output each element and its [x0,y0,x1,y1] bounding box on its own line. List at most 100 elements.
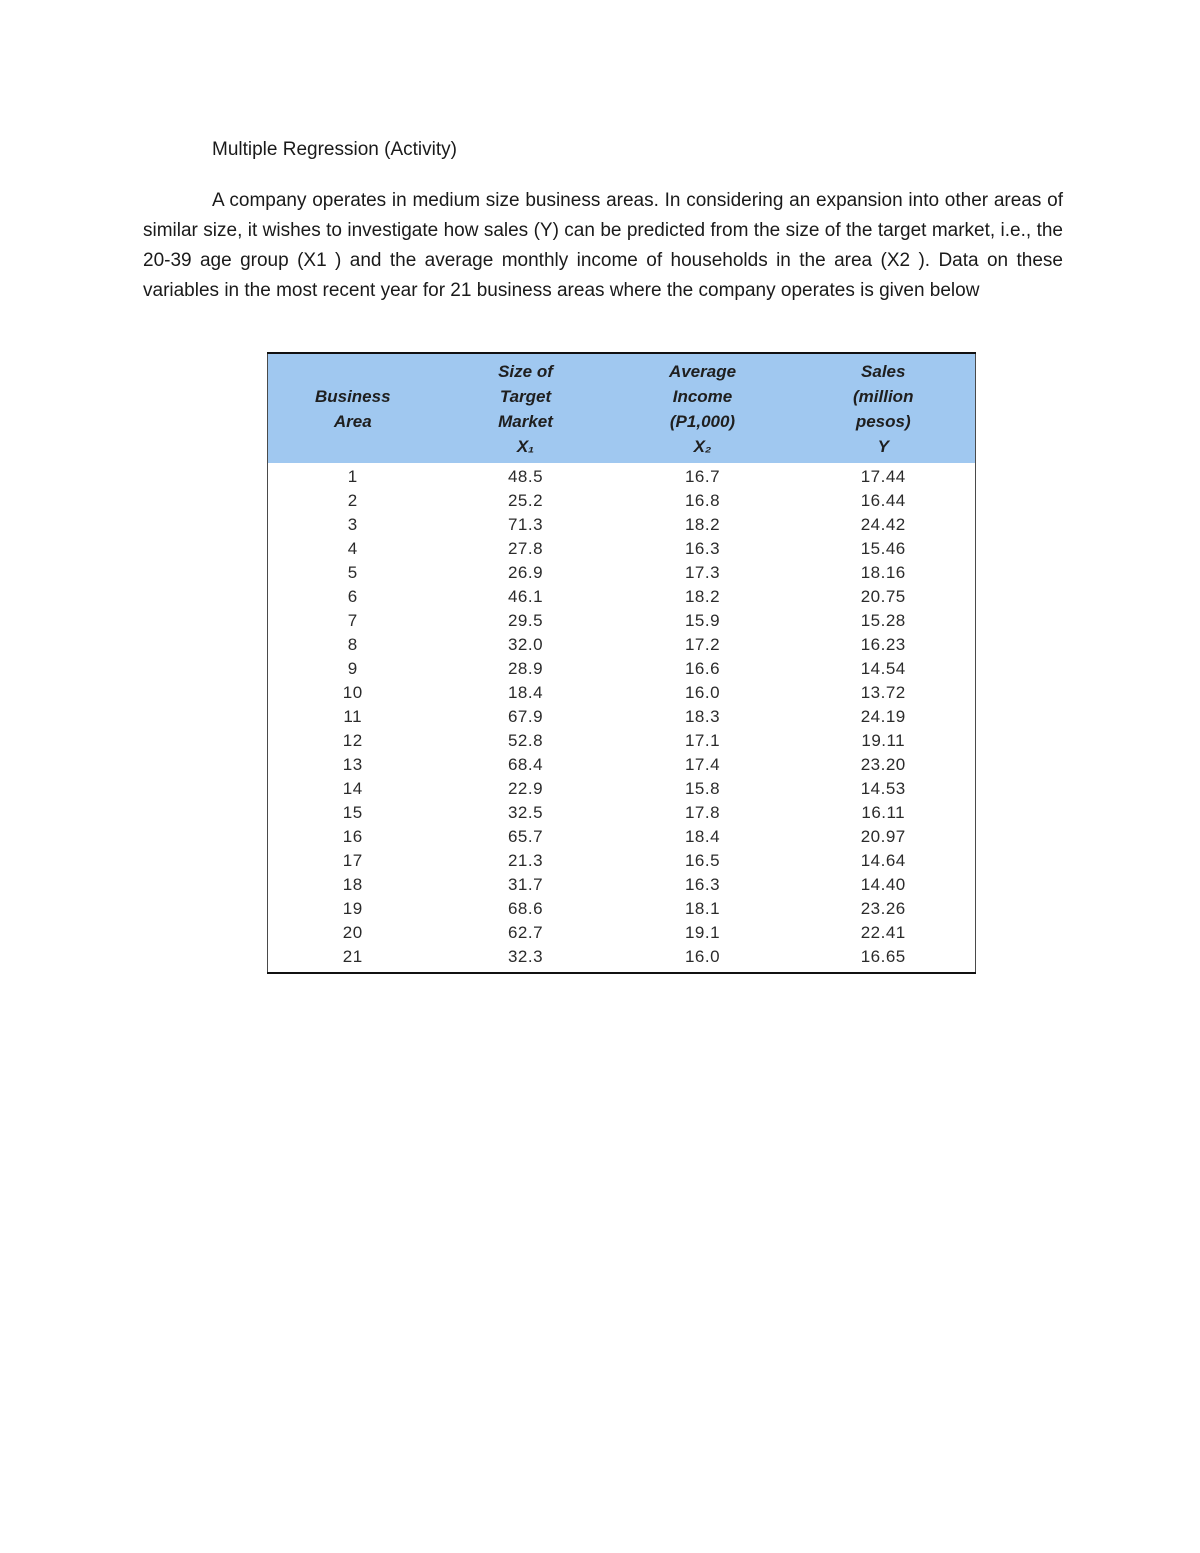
table-row: 17 21.3 16.5 14.64 [268,849,976,873]
table-cell: 15.46 [860,539,906,558]
table-cell: 7 [347,611,358,630]
table-cell: 22.9 [507,779,544,798]
table-cell: 32.3 [507,947,544,966]
data-table: Business Area Size of Target Market X₁ A… [267,352,976,974]
table-cell: 17.4 [684,755,721,774]
table-cell: 19.11 [861,731,906,750]
table-row: 9 28.9 16.6 14.54 [268,657,976,681]
table-row: 10 18.4 16.0 13.72 [268,681,976,705]
table-cell: 19.1 [684,923,721,942]
table-cell: 24.42 [860,515,906,534]
table-cell: 3 [347,515,358,534]
table-cell: 15.28 [860,611,906,630]
table-row: 21 32.3 16.0 16.65 [268,945,976,973]
table-cell: 68.4 [507,755,544,774]
table-cell: 18.16 [860,563,906,582]
table-cell: 16.8 [684,491,721,510]
column-header-sales-y: Sales (million pesos) Y [791,353,976,463]
table-cell: 14.53 [860,779,906,798]
table-cell: 16.65 [860,947,906,966]
table-cell: 8 [347,635,358,654]
table-cell: 19 [342,899,363,918]
table-cell: 18.4 [507,683,544,702]
table-cell: 29.5 [507,611,544,630]
table-cell: 14 [342,779,363,798]
column-header-business-area: Business Area [267,353,438,463]
table-cell: 18.3 [684,707,721,726]
table-row: 8 32.0 17.2 16.23 [268,633,976,657]
table-cell: 16.23 [860,635,906,654]
table-cell: 62.7 [507,923,544,942]
table-cell: 21.3 [507,851,544,870]
table-cell: 68.6 [507,899,544,918]
table-cell: 9 [347,659,358,678]
table-cell: 67.9 [507,707,544,726]
table-cell: 16.0 [684,683,721,702]
table-cell: 2 [347,491,358,510]
table-cell: 16.44 [860,491,906,510]
table-row: 5 26.9 17.3 18.16 [268,561,976,585]
table-cell: 5 [347,563,358,582]
table-body: 1 48.5 16.7 17.44 2 25.2 16.8 16.44 3 71.3 18.2 24.… [268,463,976,973]
table-cell: 23.20 [860,755,906,774]
table-cell: 18.2 [684,515,721,534]
table-cell: 27.8 [507,539,544,558]
table-cell: 6 [347,587,358,606]
table-cell: 71.3 [507,515,544,534]
page-title: Multiple Regression (Activity) [212,139,457,160]
table-cell: 13.72 [860,683,906,702]
table-cell: 12 [342,731,363,750]
table-row: 15 32.5 17.8 16.11 [268,801,976,825]
table-cell: 18.2 [684,587,721,606]
table-row: 12 52.8 17.1 19.11 [268,729,976,753]
table-cell: 11 [343,707,363,726]
table-cell: 14.64 [860,851,906,870]
table-header-row: Business Area Size of Target Market X₁ A… [267,353,976,463]
table-cell: 16.5 [684,851,721,870]
table-cell: 25.2 [507,491,544,510]
table-cell: 4 [347,539,358,558]
table-cell: 20.97 [860,827,906,846]
table-cell: 14.54 [860,659,906,678]
table-cell: 17.1 [684,731,721,750]
table-cell: 17.8 [684,803,721,822]
table-cell: 46.1 [507,587,544,606]
table-cell: 21 [342,947,363,966]
table-cell: 13 [342,755,363,774]
table-cell: 18.4 [684,827,721,846]
table-row: 19 68.6 18.1 23.26 [268,897,976,921]
table-cell: 16 [342,827,363,846]
table-cell: 17 [342,851,363,870]
table-cell: 15.9 [684,611,721,630]
table-cell: 28.9 [507,659,544,678]
table-cell: 65.7 [507,827,544,846]
table-row: 11 67.9 18.3 24.19 [268,705,976,729]
column-header-average-income-x2: Average Income (P1,000) X₂ [613,353,792,463]
table-row: 4 27.8 16.3 15.46 [268,537,976,561]
table-cell: 16.0 [684,947,721,966]
table-row: 18 31.7 16.3 14.40 [268,873,976,897]
table-cell: 17.2 [684,635,721,654]
table-cell: 23.26 [860,899,906,918]
table-cell: 26.9 [507,563,544,582]
table-cell: 18 [342,875,363,894]
table-row: 7 29.5 15.9 15.28 [268,609,976,633]
table-row: 2 25.2 16.8 16.44 [268,489,976,513]
table-cell: 17.44 [860,467,906,486]
table-cell: 32.0 [507,635,544,654]
table-cell: 18.1 [684,899,721,918]
table-row: 20 62.7 19.1 22.41 [268,921,976,945]
table-cell: 31.7 [507,875,544,894]
table-cell: 15 [342,803,363,822]
table-cell: 1 [347,467,358,486]
table-cell: 52.8 [507,731,544,750]
table-cell: 16.7 [684,467,721,486]
table-cell: 16.6 [684,659,721,678]
table-cell: 10 [342,683,363,702]
table-cell: 14.40 [860,875,906,894]
table-row: 1 48.5 16.7 17.44 [268,463,976,489]
table-cell: 20.75 [860,587,906,606]
table-cell: 24.19 [860,707,906,726]
table-row: 6 46.1 18.2 20.75 [268,585,976,609]
table-row: 13 68.4 17.4 23.20 [268,753,976,777]
